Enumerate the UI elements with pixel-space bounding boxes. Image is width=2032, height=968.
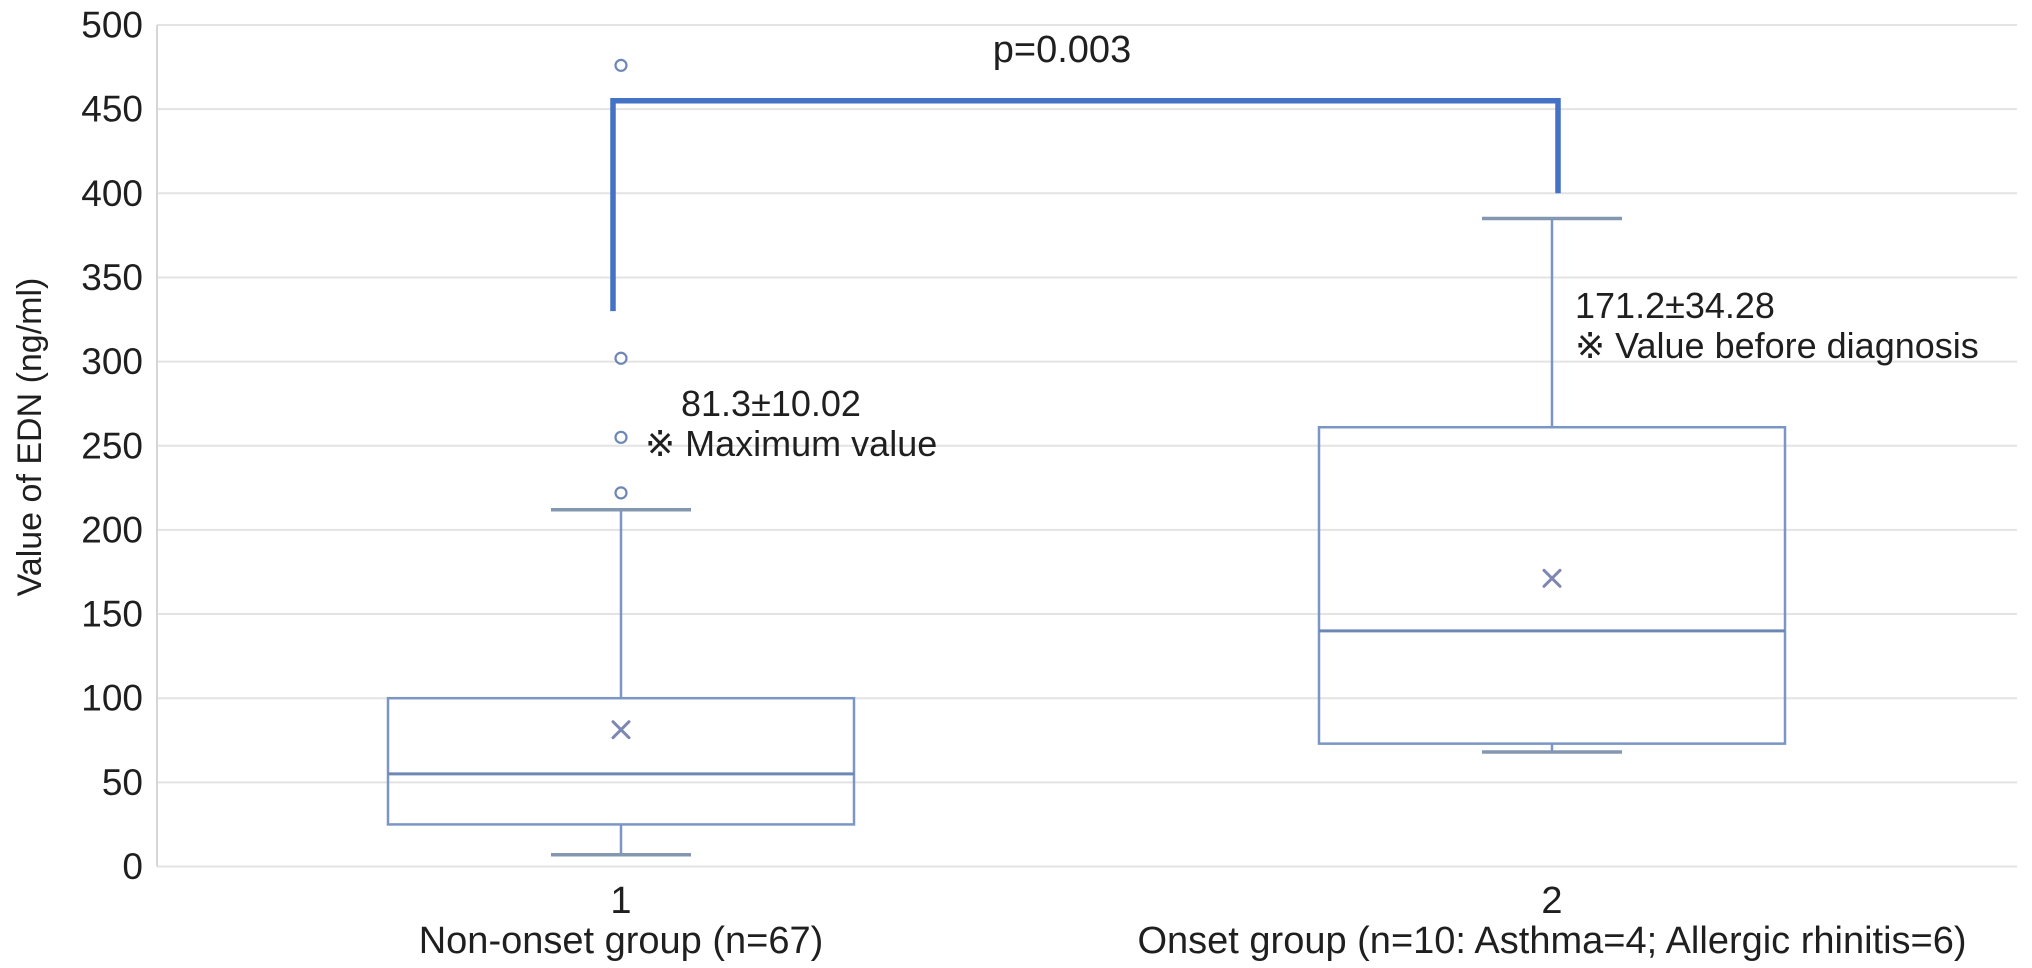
annotation-line: ※ Value before diagnosis — [1575, 325, 1979, 366]
mean-x-marker — [1542, 568, 1562, 588]
outlier-point-255 — [614, 430, 628, 444]
y-tick-label-500: 500 — [81, 5, 143, 46]
y-tick-label-0: 0 — [122, 846, 143, 887]
annotation-line: ※ Maximum value — [645, 423, 937, 464]
outlier-point-476 — [614, 58, 628, 72]
y-tick-label-450: 450 — [81, 89, 143, 130]
annotation-line: 81.3±10.02 — [681, 383, 861, 424]
x-category-label: Onset group (n=10: Asthma=4; Allergic rh… — [1137, 920, 1966, 962]
x-category-label: Non-onset group (n=67) — [419, 920, 824, 962]
y-axis-title: Value of EDN (ng/ml) — [11, 278, 49, 597]
y-tick-label-200: 200 — [81, 509, 143, 550]
outlier-point-222 — [614, 486, 628, 500]
y-tick-label-100: 100 — [81, 678, 143, 719]
y-tick-label-250: 250 — [81, 425, 143, 466]
annotation-line: 171.2±34.28 — [1575, 285, 1775, 326]
y-tick-label-400: 400 — [81, 173, 143, 214]
significance-label: p=0.003 — [993, 29, 1131, 71]
y-tick-label-300: 300 — [81, 341, 143, 382]
y-tick-label-350: 350 — [81, 257, 143, 298]
x-tick-label: 1 — [610, 880, 631, 922]
y-tick-label-150: 150 — [81, 594, 143, 635]
iqr-box — [1317, 425, 1787, 745]
y-tick-label-50: 50 — [102, 762, 143, 803]
x-tick-label: 2 — [1541, 880, 1562, 922]
outlier-point-302 — [614, 351, 628, 365]
mean-x-marker — [611, 720, 631, 740]
iqr-box — [386, 696, 856, 826]
significance-bracket — [610, 97, 1561, 312]
